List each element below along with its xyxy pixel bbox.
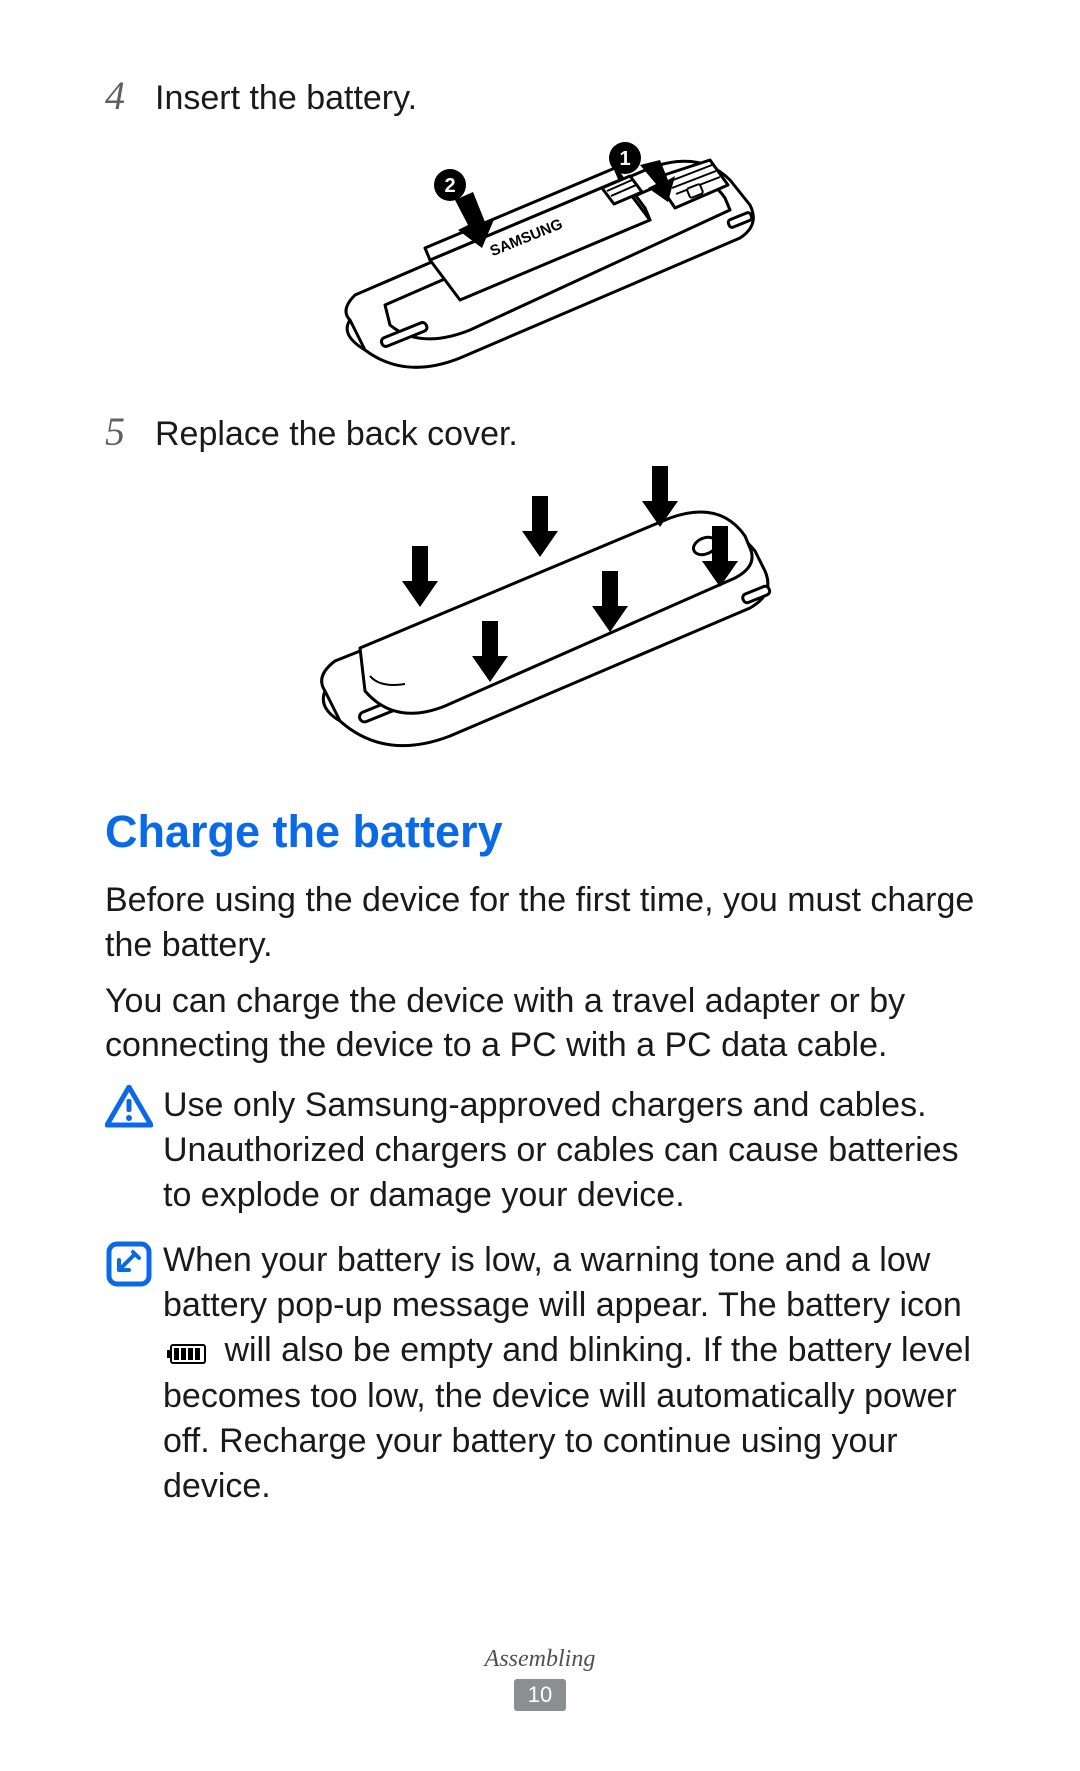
warning-text: Use only Samsung-approved chargers and c…	[163, 1083, 975, 1218]
diagram-insert-battery: SAMSUNG 1 2	[105, 130, 975, 380]
warning-icon	[105, 1083, 163, 1129]
note-text-pre: When your battery is low, a warning tone…	[163, 1241, 962, 1324]
step-text: Insert the battery.	[155, 74, 417, 120]
body-paragraph-1: Before using the device for the first ti…	[105, 878, 975, 966]
diagram-replace-cover	[105, 466, 975, 766]
step-number: 4	[105, 74, 155, 118]
svg-text:1: 1	[619, 148, 630, 170]
diagram-callout-2: 2	[434, 169, 466, 201]
note-icon	[105, 1238, 163, 1288]
step-text: Replace the back cover.	[155, 410, 518, 456]
page-footer: Assembling 10	[0, 1646, 1080, 1711]
svg-text:2: 2	[444, 175, 455, 197]
warning-callout: Use only Samsung-approved chargers and c…	[105, 1083, 975, 1218]
footer-page-number: 10	[514, 1679, 566, 1711]
section-heading: Charge the battery	[105, 806, 975, 858]
step-5: 5 Replace the back cover.	[105, 410, 975, 456]
note-callout: When your battery is low, a warning tone…	[105, 1238, 975, 1509]
step-4: 4 Insert the battery.	[105, 74, 975, 120]
diagram-callout-1: 1	[609, 142, 641, 174]
note-text-post: will also be empty and blinking. If the …	[163, 1331, 971, 1505]
battery-icon	[167, 1329, 211, 1374]
footer-section-name: Assembling	[0, 1646, 1080, 1673]
note-text: When your battery is low, a warning tone…	[163, 1238, 975, 1509]
body-paragraph-2: You can charge the device with a travel …	[105, 979, 975, 1067]
step-number: 5	[105, 410, 155, 454]
